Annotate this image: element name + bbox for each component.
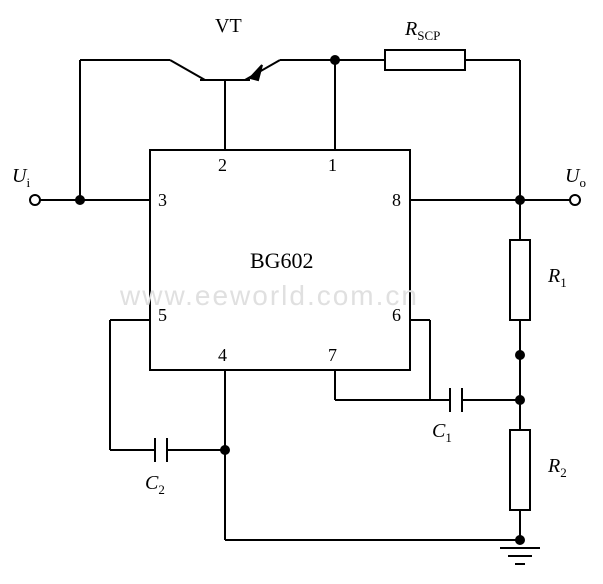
c1-sub: 1 [445, 430, 452, 445]
circuit-svg [0, 0, 603, 584]
r1-sub: 1 [560, 275, 567, 290]
uo-prefix: U [565, 165, 579, 187]
vt-label: VT [215, 15, 242, 38]
pin-3: 3 [158, 190, 167, 211]
ui-sub: i [26, 175, 30, 190]
circuit-diagram: www.eeworld.com.cn BG602 2 1 3 5 8 6 4 7… [0, 0, 603, 584]
pin-6: 6 [392, 305, 401, 326]
rscp-prefix: R [405, 18, 417, 40]
r2-prefix: R [548, 455, 560, 477]
r1-prefix: R [548, 265, 560, 287]
ui-prefix: U [12, 165, 26, 187]
c2-prefix: C [145, 472, 158, 494]
chip-label: BG602 [250, 248, 314, 274]
pin-1: 1 [328, 155, 337, 176]
r1-label: R1 [548, 265, 567, 291]
r2-label: R2 [548, 455, 567, 481]
pin-7: 7 [328, 345, 337, 366]
c1-prefix: C [432, 420, 445, 442]
rscp-sub: SCP [417, 28, 440, 43]
rscp-label: RSCP [405, 18, 440, 44]
uo-sub: o [579, 175, 586, 190]
pin-4: 4 [218, 345, 227, 366]
pin-2: 2 [218, 155, 227, 176]
c2-label: C2 [145, 472, 165, 498]
pin-8: 8 [392, 190, 401, 211]
r2-sub: 2 [560, 465, 567, 480]
pin-5: 5 [158, 305, 167, 326]
c2-sub: 2 [158, 482, 165, 497]
uo-label: Uo [565, 165, 586, 191]
c1-label: C1 [432, 420, 452, 446]
ui-label: Ui [12, 165, 30, 191]
